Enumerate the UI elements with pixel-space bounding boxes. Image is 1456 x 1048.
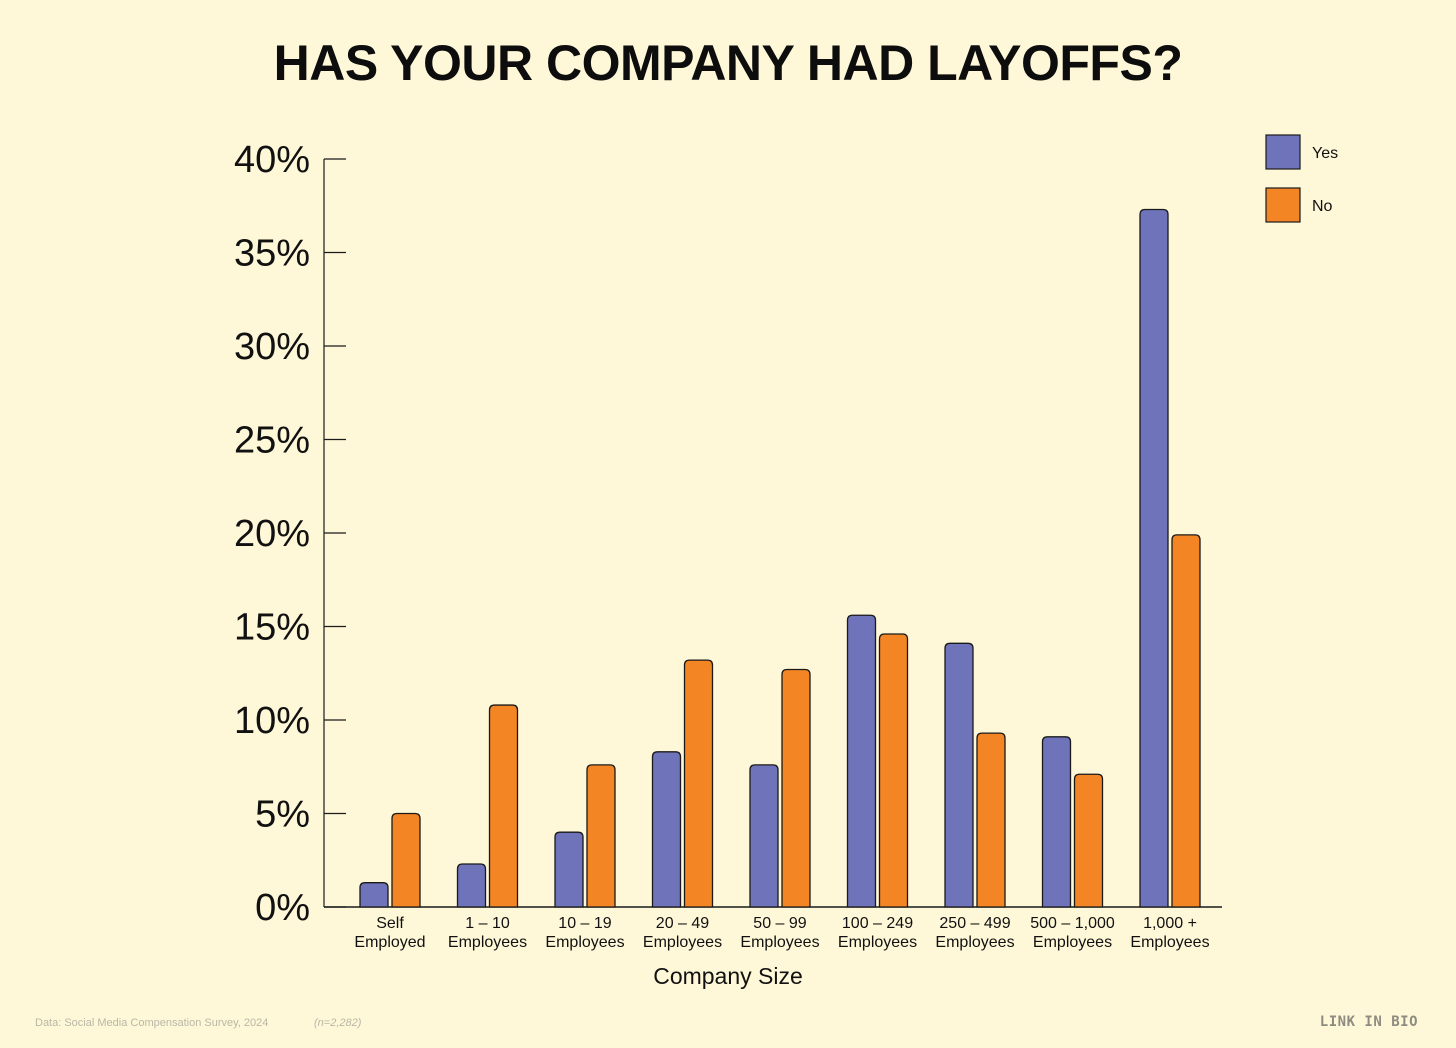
data-source-note: Data: Social Media Compensation Survey, … <box>35 1017 269 1029</box>
bar-no <box>976 732 1006 908</box>
bars <box>359 208 1201 908</box>
bar-no <box>683 659 714 908</box>
x-tick-label: Employees <box>1130 934 1209 951</box>
y-tick-label: 15% <box>234 607 310 649</box>
y-tick-label: 10% <box>234 700 310 742</box>
y-tick-label: 20% <box>234 513 310 555</box>
x-tick-label: Employees <box>935 934 1014 951</box>
bar-no <box>1171 534 1201 908</box>
bar-no <box>781 668 811 908</box>
bar-no <box>878 633 909 908</box>
y-tick-label: 25% <box>234 420 310 462</box>
legend-label-no: No <box>1312 198 1333 215</box>
bar-no <box>586 764 616 908</box>
y-tick-label: 30% <box>234 326 310 368</box>
x-tick-labels: Self Employed 1 – 10 Employees 10 – 19 Employ… <box>354 915 1209 951</box>
legend: Yes No <box>1265 134 1338 223</box>
bar-yes <box>651 751 682 908</box>
legend-swatch-no <box>1265 187 1301 223</box>
x-tick-label: 10 – 19 <box>558 915 611 932</box>
x-tick-label: Employees <box>838 934 917 951</box>
bar-no <box>488 704 519 908</box>
x-tick-label: Employed <box>354 934 425 951</box>
x-tick-label: 100 – 249 <box>842 915 913 932</box>
sample-size-note: (n=2,282) <box>314 1017 362 1029</box>
x-tick-label: 250 – 499 <box>939 915 1010 932</box>
x-tick-label: Employees <box>1033 934 1112 951</box>
bar-chart: 0% 5% 10% 15% 20% 25% 30% 35% 40% Self Employed 1 … <box>234 134 1338 989</box>
x-tick-label: 20 – 49 <box>656 915 709 932</box>
y-tick-label: 40% <box>234 139 310 181</box>
bar-yes <box>554 831 584 908</box>
legend-swatch-yes <box>1265 134 1301 170</box>
bar-yes <box>1041 736 1072 908</box>
x-tick-label: Employees <box>740 934 819 951</box>
x-tick-label: 50 – 99 <box>753 915 806 932</box>
bar-yes <box>1139 208 1169 908</box>
x-tick-label: Self <box>376 915 404 932</box>
bar-yes <box>359 882 389 908</box>
x-tick-label: 1 – 10 <box>465 915 510 932</box>
bar-yes <box>944 642 974 908</box>
bar-no <box>391 812 421 908</box>
bar-no <box>1073 773 1104 908</box>
y-tick-label: 35% <box>234 233 310 275</box>
x-tick-label: Employees <box>448 934 527 951</box>
bar-yes <box>846 614 877 908</box>
y-tick-label: 5% <box>255 794 310 836</box>
brand-logo: LINK IN BIO <box>1319 1014 1418 1030</box>
bar-yes <box>456 863 487 908</box>
x-tick-label: Employees <box>545 934 624 951</box>
x-tick-label: Employees <box>643 934 722 951</box>
bar-yes <box>749 764 779 908</box>
y-tick-label: 0% <box>255 887 310 929</box>
x-axis-title: Company Size <box>653 963 803 989</box>
y-axis: 0% 5% 10% 15% 20% 25% 30% 35% 40% <box>234 139 346 929</box>
legend-label-yes: Yes <box>1312 145 1338 162</box>
x-tick-label: 500 – 1,000 <box>1030 915 1115 932</box>
x-tick-label: 1,000 + <box>1143 915 1197 932</box>
page-title: HAS YOUR COMPANY HAD LAYOFFS? <box>273 35 1183 91</box>
